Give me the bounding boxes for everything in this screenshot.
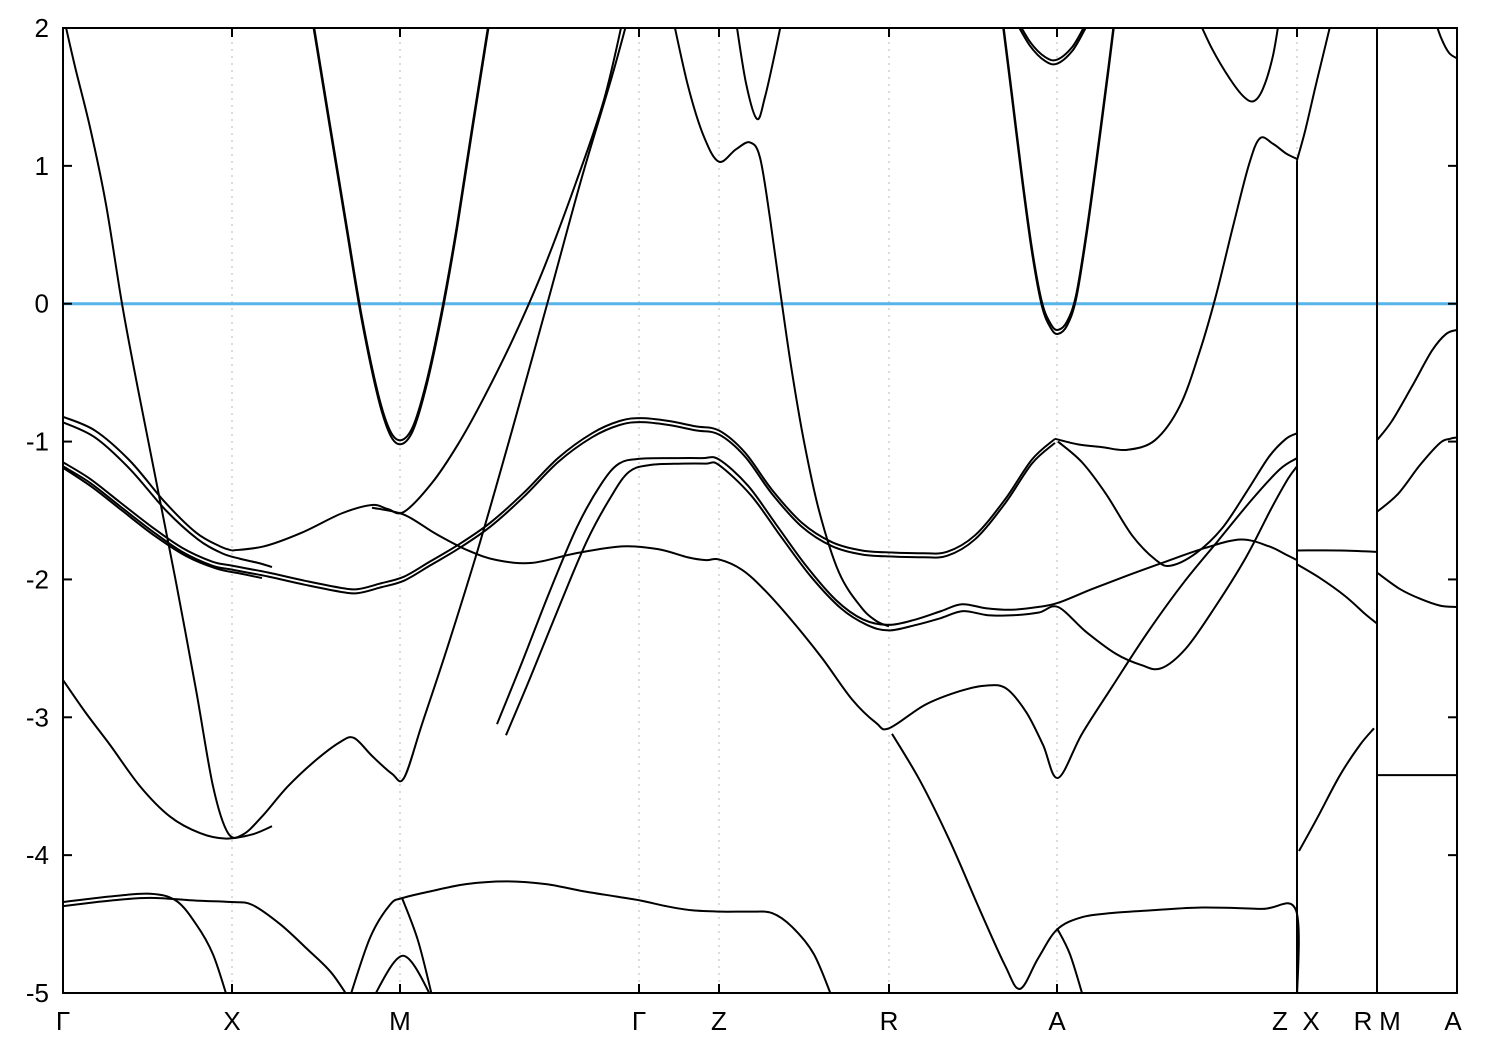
band-valence-M-arm: [401, 897, 433, 993]
x-axis-label: R: [1354, 1006, 1373, 1036]
y-axis-label: 0: [35, 289, 49, 319]
y-axis-label: -1: [26, 427, 49, 457]
gridlines: [231, 28, 1298, 993]
band-p3-rise-2: [1376, 436, 1457, 513]
band-valence-main-chain: [63, 417, 1056, 591]
band-p2-down: [1296, 563, 1378, 625]
band-valence-bottom-b: [63, 896, 347, 993]
band-cond-parabola-A-pair: [1002, 28, 1115, 335]
x-axis-label: A: [1444, 1006, 1462, 1036]
band-band-mid-flat-R-A: [371, 457, 1298, 779]
x-axis-label: X: [1302, 1006, 1319, 1036]
x-axis-label: X: [223, 1006, 240, 1036]
band-band-A-down-up: [1057, 432, 1298, 567]
x-axis-label: Z: [1272, 1006, 1288, 1036]
x-axis-label: M: [1379, 1006, 1401, 1036]
band-band-A-dip-rise: [1054, 136, 1298, 452]
y-axis-label: 1: [35, 151, 49, 181]
x-axis-label: Γ: [56, 1006, 70, 1036]
band-band-x-upper-rise: [231, 28, 622, 552]
band-valence-main-chain-pair: [63, 421, 1056, 595]
band-band-gamma-flat-2: [505, 461, 1298, 736]
band-valence-M-inner: [374, 954, 431, 993]
band-valence-bottom-a: [63, 892, 227, 993]
band-valence-left-steep: [63, 679, 273, 840]
band-gamma-pair2-b: [63, 466, 263, 580]
band-gamma-pair1-a: [63, 415, 233, 552]
band-p3-rise-1: [1376, 328, 1457, 441]
x-axis-label: A: [1048, 1006, 1066, 1036]
x-axis-label: Γ: [632, 1006, 646, 1036]
band-p2-top: [1296, 28, 1331, 161]
x-axis-label: R: [880, 1006, 899, 1036]
y-axis-label: -2: [26, 564, 49, 594]
band-gamma-pair1-b: [63, 421, 273, 568]
y-axis-label: -5: [26, 978, 49, 1008]
band-valence-A-arm: [1056, 927, 1084, 993]
band-p2-flat: [1296, 549, 1378, 553]
y-axis-label: 2: [35, 13, 49, 43]
band-p2-bottom: [1298, 727, 1375, 852]
band-cond-parabola-M-pair: [312, 28, 490, 446]
band-cond-ZR-vee: [736, 28, 782, 121]
band-p3-down: [1376, 571, 1457, 608]
plot-border: [62, 27, 1458, 994]
x-axis-label: Z: [711, 1006, 727, 1036]
band-p3-top: [1436, 28, 1457, 60]
bands: [63, 28, 1457, 993]
y-axis-label: -4: [26, 840, 49, 870]
band-cond-steep-left-W: [65, 28, 627, 839]
band-cond-Z-dip: [673, 28, 890, 628]
band-cond-AZ-vee: [1201, 28, 1279, 103]
band-cond-A-upper-pair: [1018, 28, 1087, 66]
x-axis-label: M: [389, 1006, 411, 1036]
band-band-gamma-flat-1: [496, 456, 1298, 725]
y-axis-label: -3: [26, 702, 49, 732]
ticks: [62, 27, 1458, 994]
band-cond-A-upper: [1020, 28, 1085, 62]
